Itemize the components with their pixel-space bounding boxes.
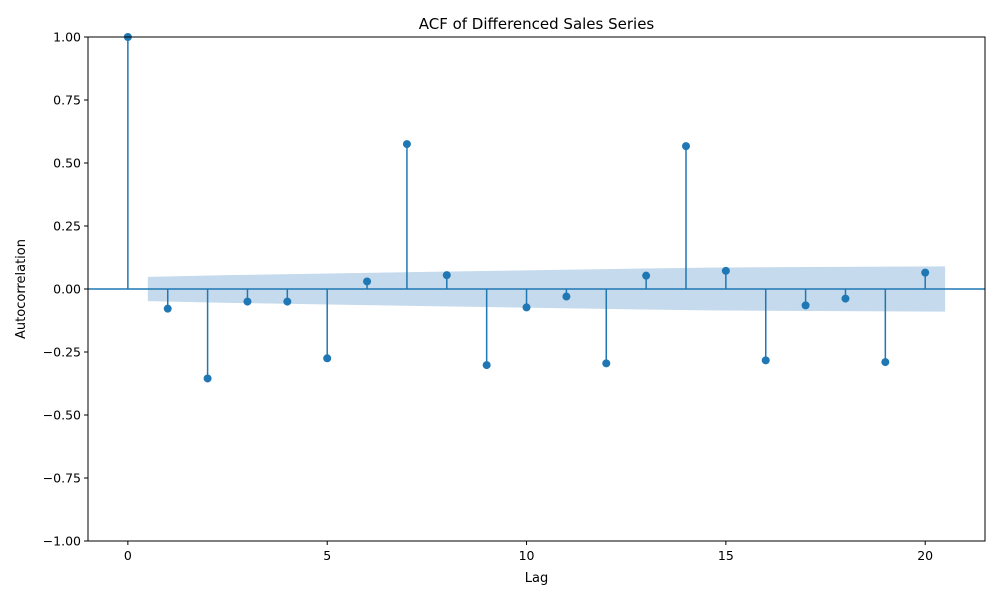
acf-point-lag-7 <box>402 140 411 149</box>
acf-point-lag-18 <box>841 294 850 303</box>
acf-point-lag-17 <box>801 301 810 310</box>
y-tick-label: 0.50 <box>53 156 81 171</box>
acf-point-lag-16 <box>761 356 770 365</box>
y-tick-label: −0.75 <box>43 471 81 486</box>
acf-point-lag-19 <box>881 358 890 367</box>
acf-point-lag-5 <box>323 354 332 363</box>
acf-point-lag-6 <box>363 277 372 286</box>
y-tick-label: 1.00 <box>53 30 81 45</box>
y-tick-label: −0.50 <box>43 408 81 423</box>
x-tick-label: 10 <box>519 548 535 563</box>
stems-layer <box>123 33 930 383</box>
chart-title: ACF of Differenced Sales Series <box>419 15 655 33</box>
tick-layer: 0 5 10 15 20 −1.00 −0.75 −0.50 −0.25 0.00 0.25 0.50… <box>43 30 934 564</box>
acf-point-lag-3 <box>243 297 252 306</box>
y-tick-label: −0.25 <box>43 345 81 360</box>
acf-point-lag-13 <box>642 271 651 280</box>
acf-point-lag-8 <box>442 271 451 280</box>
x-tick-label: 15 <box>718 548 734 563</box>
acf-point-lag-20 <box>921 268 930 277</box>
acf-point-lag-9 <box>482 361 491 370</box>
x-tick-label: 5 <box>323 548 331 563</box>
x-axis-label: Lag <box>525 571 548 586</box>
x-tick-label: 0 <box>124 548 132 563</box>
x-tick-label: 20 <box>917 548 933 563</box>
acf-point-lag-2 <box>203 374 212 383</box>
y-tick-label: 0.25 <box>53 219 81 234</box>
acf-point-lag-15 <box>721 266 730 275</box>
acf-point-lag-4 <box>283 297 292 306</box>
acf-point-lag-11 <box>562 292 571 301</box>
y-axis-label: Autocorrelation <box>14 239 29 339</box>
y-tick-label: 0.75 <box>53 93 81 108</box>
acf-point-lag-10 <box>522 303 531 312</box>
acf-point-lag-1 <box>163 304 172 313</box>
y-tick-label: −1.00 <box>43 534 81 549</box>
y-tick-label: 0.00 <box>53 282 81 297</box>
acf-point-lag-12 <box>602 359 611 368</box>
acf-point-lag-14 <box>682 142 690 151</box>
